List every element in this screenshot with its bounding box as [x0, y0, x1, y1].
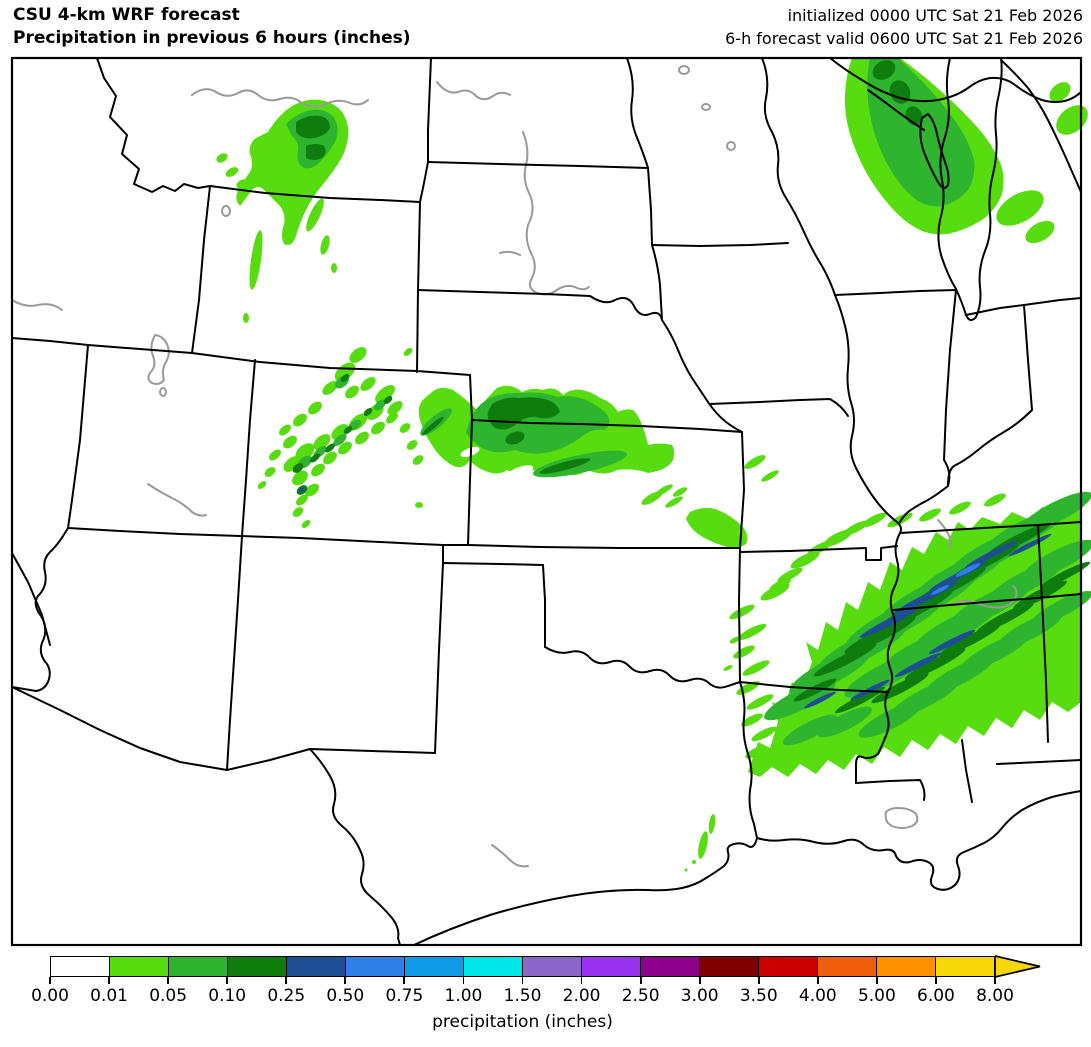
colorbar-tick — [285, 977, 288, 984]
colorbar-arrow-shape — [995, 955, 1041, 978]
colorbar-segment — [877, 957, 936, 976]
colorbar-tick-label: 1.50 — [503, 986, 542, 1006]
colorbar-segment — [287, 957, 346, 976]
colorbar-segment — [582, 957, 641, 976]
colorbar-tick — [403, 977, 406, 984]
title-line1: CSU 4-km WRF forecast — [13, 5, 240, 25]
colorbar-tick-label: 4.00 — [798, 986, 837, 1006]
colorbar-tick-label: 0.75 — [385, 986, 424, 1006]
colorbar-tick — [167, 977, 170, 984]
colorbar-tick — [757, 977, 760, 984]
colorbar-tick — [49, 977, 51, 984]
colorbar-segment — [110, 957, 169, 976]
colorbar-tick — [580, 977, 583, 984]
colorbar-tick-label: 0.10 — [208, 986, 247, 1006]
colorbar-bar — [50, 956, 995, 977]
colorbar-axis-label: precipitation (inches) — [432, 1012, 613, 1032]
colorbar-segment — [464, 957, 523, 976]
colorbar-tick-label: 1.00 — [444, 986, 483, 1006]
colorbar-tick-label: 0.00 — [31, 986, 69, 1006]
colorbar-tick-label: 0.01 — [90, 986, 128, 1006]
colorbar-tick-label: 8.00 — [976, 986, 1014, 1006]
colorbar-tick — [698, 977, 701, 984]
colorbar-tick — [344, 977, 347, 984]
init-line1: initialized 0000 UTC Sat 21 Feb 2026 — [787, 6, 1083, 25]
colorado-precip — [257, 347, 424, 528]
colorbar-segment — [641, 957, 700, 976]
precipitation-layer — [216, 58, 1091, 872]
colorbar-segment — [51, 957, 110, 976]
colorbar-tick — [108, 977, 110, 984]
colorbar-segment — [523, 957, 582, 976]
colorbar-segment — [169, 957, 228, 976]
init-line2: 6-h forecast valid 0600 UTC Sat 21 Feb 2… — [725, 29, 1083, 48]
colorbar-tick — [935, 977, 937, 984]
colorbar-segment — [759, 957, 818, 976]
colorbar-tick — [875, 977, 878, 984]
colorbar: 0.00 0.01 0.05 0.10 0.25 0.50 0.75 1.00 1.50 2.00… — [31, 955, 1070, 1036]
colorbar-tick — [994, 977, 996, 984]
colorbar-tick-label: 0.05 — [149, 986, 188, 1006]
map-title: CSU 4-km WRF forecast Precipitation in p… — [13, 4, 411, 50]
colorbar-tick — [462, 977, 465, 984]
init-info: initialized 0000 UTC Sat 21 Feb 2026 6-h… — [725, 4, 1083, 50]
colorbar-tick-label: 0.50 — [326, 986, 365, 1006]
colorbar-tick — [226, 977, 229, 984]
colorbar-tick — [816, 977, 819, 984]
colorbar-tick-label: 6.00 — [917, 986, 955, 1006]
title-line2: Precipitation in previous 6 hours (inche… — [13, 28, 411, 48]
state-borders — [11, 57, 1082, 946]
colorbar-tick-label: 2.00 — [562, 986, 601, 1006]
colorbar-segment — [936, 957, 994, 976]
colorbar-segment — [228, 957, 287, 976]
colorbar-arrow — [995, 955, 1041, 978]
rivers-layer — [11, 65, 1018, 868]
colorbar-tick-label: 2.50 — [621, 986, 660, 1006]
colorbar-tick — [639, 977, 642, 984]
map-frame — [10, 56, 1083, 947]
colorbar-segment — [405, 957, 464, 976]
colorbar-tick-label: 5.00 — [857, 986, 896, 1006]
colorbar-tick — [521, 977, 524, 984]
colorbar-segment — [700, 957, 759, 976]
colorbar-tick-label: 3.50 — [739, 986, 778, 1006]
colorbar-segment — [818, 957, 877, 976]
colorbar-tick-label: 3.00 — [680, 986, 719, 1006]
colorbar-tick-label: 0.25 — [267, 986, 306, 1006]
lakes-layer — [829, 57, 1082, 829]
colorbar-segment — [346, 957, 405, 976]
